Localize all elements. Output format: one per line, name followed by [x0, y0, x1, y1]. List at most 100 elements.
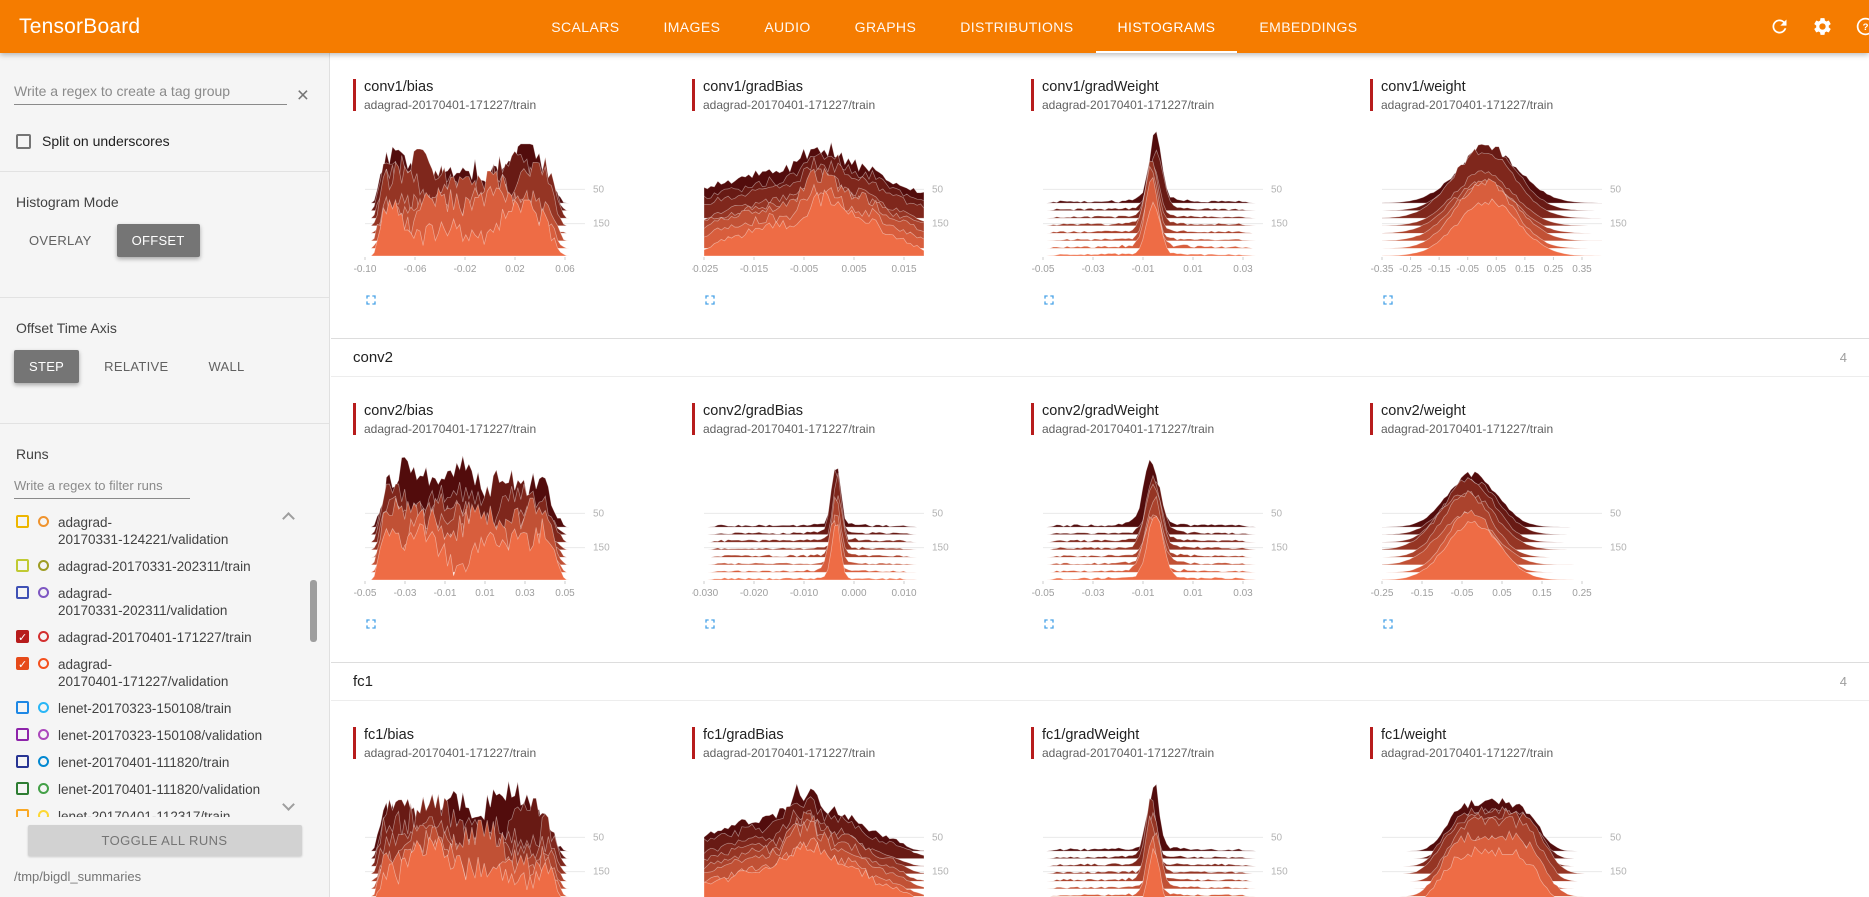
histogram-chart[interactable]: 50 150 -0.25 -0.15 -0.05 0.05 0.15 0.25 [1370, 454, 1670, 604]
tab-histograms[interactable]: HISTOGRAMS [1095, 0, 1238, 53]
run-checkbox[interactable] [16, 809, 29, 817]
tab-images[interactable]: IMAGES [663, 18, 721, 35]
expand-icon[interactable] [1380, 292, 1396, 308]
logdir-path: /tmp/bigdl_summaries [14, 869, 142, 884]
run-item[interactable]: lenet-20170323-150108/train [14, 695, 329, 722]
card-header: conv2/gradBias adagrad-20170401-171227/tr… [692, 403, 1012, 436]
refresh-icon[interactable] [1769, 16, 1790, 37]
run-color-indicator [38, 658, 49, 669]
histogram-mode-overlay-button[interactable]: OVERLAY [14, 224, 107, 257]
expand-icon[interactable] [363, 292, 379, 308]
svg-text:50: 50 [932, 508, 944, 519]
histogram-chart[interactable]: 50 150 -0.05 -0.03 -0.01 0.01 0.03 [1031, 130, 1331, 280]
run-checkbox[interactable]: ✓ [16, 657, 29, 671]
histogram-card: conv1/weight adagrad-20170401-171227/trai… [1370, 79, 1690, 308]
tag-regex-input[interactable] [14, 79, 287, 105]
histogram-chart[interactable]: 50 150 -0.05 -0.03 -0.01 0.01 0.03 [1031, 454, 1331, 604]
histogram-chart[interactable]: 50 150 -0.35 -0.25 -0.15 -0.05 0.05 0.15 0.25 0.3… [1370, 130, 1670, 280]
card-header: fc1/weight adagrad-20170401-171227/train [1370, 727, 1690, 760]
run-label: lenet-20170401-112317/train [58, 809, 231, 817]
offset-axis-wall-button[interactable]: WALL [193, 350, 259, 383]
run-checkbox[interactable] [16, 728, 29, 741]
svg-text:0.005: 0.005 [841, 264, 866, 275]
expand-icon[interactable] [702, 616, 718, 632]
run-label: adagrad-20170401-171227/train [58, 630, 252, 645]
histogram-chart[interactable]: 50 150 [1370, 778, 1670, 897]
settings-icon[interactable] [1812, 16, 1833, 37]
header-icons: ? [1769, 16, 1869, 37]
histogram-card: conv2/weight adagrad-20170401-171227/trai… [1370, 403, 1690, 632]
run-checkbox[interactable] [16, 701, 29, 714]
tab-distributions[interactable]: DISTRIBUTIONS [960, 18, 1074, 35]
chart-title: fc1/weight [1381, 727, 1447, 743]
split-underscores-checkbox[interactable]: Split on underscores [16, 133, 313, 149]
offset-axis-step-button[interactable]: STEP [14, 350, 80, 383]
group-header[interactable]: conv2 4 [331, 339, 1869, 377]
run-checkbox[interactable] [16, 515, 29, 528]
histogram-chart[interactable]: 50 150 [1031, 778, 1331, 897]
run-checkbox[interactable]: ✓ [16, 630, 29, 644]
run-color-bar [1031, 403, 1034, 435]
svg-text:50: 50 [593, 832, 605, 843]
histogram-chart[interactable]: 50 150 -0.05 -0.03 -0.01 0.01 0.03 0.05 [353, 454, 653, 604]
run-checkbox[interactable] [16, 559, 29, 572]
histogram-mode-offset-button[interactable]: OFFSET [116, 224, 200, 257]
run-item[interactable]: lenet-20170401-111820/validation [14, 776, 329, 803]
expand-icon[interactable] [702, 292, 718, 308]
chart-run-name: adagrad-20170401-171227/train [1381, 422, 1554, 436]
run-item[interactable]: lenet-20170323-150108/validation [14, 722, 329, 749]
card-title-block: conv2/weight adagrad-20170401-171227/trai… [1381, 403, 1553, 436]
run-label: adagrad-20170331-202311/train [58, 559, 251, 574]
card-header: fc1/bias adagrad-20170401-171227/train [353, 727, 673, 760]
chart-title: fc1/gradBias [703, 727, 784, 743]
histogram-chart[interactable]: 50 150 [353, 778, 653, 897]
svg-text:50: 50 [1271, 832, 1283, 843]
group-count: 4 [1839, 350, 1847, 365]
offset-axis-relative-button[interactable]: RELATIVE [89, 350, 183, 383]
run-item[interactable]: ✓ adagrad- 20170401-171227/validation [14, 651, 329, 695]
run-item[interactable]: adagrad-20170331-202311/train [14, 553, 329, 580]
group-header[interactable]: fc1 4 [331, 663, 1869, 701]
svg-text:0.015: 0.015 [891, 264, 916, 275]
tab-graphs[interactable]: GRAPHS [854, 18, 917, 35]
svg-text:-0.05: -0.05 [1456, 264, 1479, 275]
toggle-all-runs-button[interactable]: TOGGLE ALL RUNS [27, 825, 302, 856]
run-item[interactable]: lenet-20170401-112317/train [14, 803, 329, 817]
chart-run-name: adagrad-20170401-171227/train [1381, 98, 1554, 112]
expand-icon[interactable] [363, 616, 379, 632]
tab-audio[interactable]: AUDIO [764, 18, 811, 35]
main-content: conv1/bias adagrad-20170401-171227/train 5… [331, 53, 1869, 897]
checkbox-icon[interactable] [16, 133, 31, 149]
run-checkbox[interactable] [16, 755, 29, 768]
app-header: TensorBoard SCALARS IMAGES AUDIO GRAPHS DIST… [0, 0, 1869, 53]
expand-icon[interactable] [1380, 616, 1396, 632]
expand-icon[interactable] [1041, 292, 1057, 308]
tab-embeddings[interactable]: EMBEDDINGS [1259, 18, 1358, 35]
run-checkbox[interactable] [16, 586, 29, 599]
scrollbar-thumb[interactable] [310, 580, 317, 642]
histogram-chart[interactable]: 50 150 [692, 778, 992, 897]
histogram-chart[interactable]: 50 150 -0.10 -0.06 -0.02 0.02 0.06 [353, 130, 653, 280]
clear-icon[interactable]: × [296, 84, 309, 107]
svg-text:0.05: 0.05 [1487, 264, 1507, 275]
run-item[interactable]: lenet-20170401-111820/train [14, 749, 329, 776]
histogram-chart[interactable]: 50 150 -0.025 -0.015 -0.005 0.005 0.015 [692, 130, 992, 280]
chart-title: conv2/weight [1381, 403, 1466, 419]
run-label: lenet-20170323-150108/train [58, 701, 232, 716]
expand-icon[interactable] [1041, 616, 1057, 632]
chart-run-name: adagrad-20170401-171227/train [364, 422, 537, 436]
run-item[interactable]: ✓ adagrad-20170401-171227/train [14, 624, 329, 651]
chart-run-name: adagrad-20170401-171227/train [1042, 746, 1215, 760]
tab-scalars[interactable]: SCALARS [551, 18, 620, 35]
help-icon[interactable]: ? [1855, 16, 1869, 37]
run-item[interactable]: adagrad- 20170331-124221/validation [14, 509, 329, 553]
run-checkbox[interactable] [16, 782, 29, 795]
histogram-chart[interactable]: 50 150 -0.030 -0.020 -0.010 0.000 0.010 [692, 454, 992, 604]
run-item[interactable]: adagrad- 20170331-202311/validation [14, 580, 329, 624]
chart-run-name: adagrad-20170401-171227/train [703, 422, 876, 436]
chart-title: conv2/gradWeight [1042, 403, 1159, 419]
card-title-block: fc1/weight adagrad-20170401-171227/train [1381, 727, 1553, 760]
run-color-indicator [38, 783, 49, 794]
runs-filter-input[interactable] [14, 474, 190, 499]
svg-text:-0.005: -0.005 [790, 264, 819, 275]
